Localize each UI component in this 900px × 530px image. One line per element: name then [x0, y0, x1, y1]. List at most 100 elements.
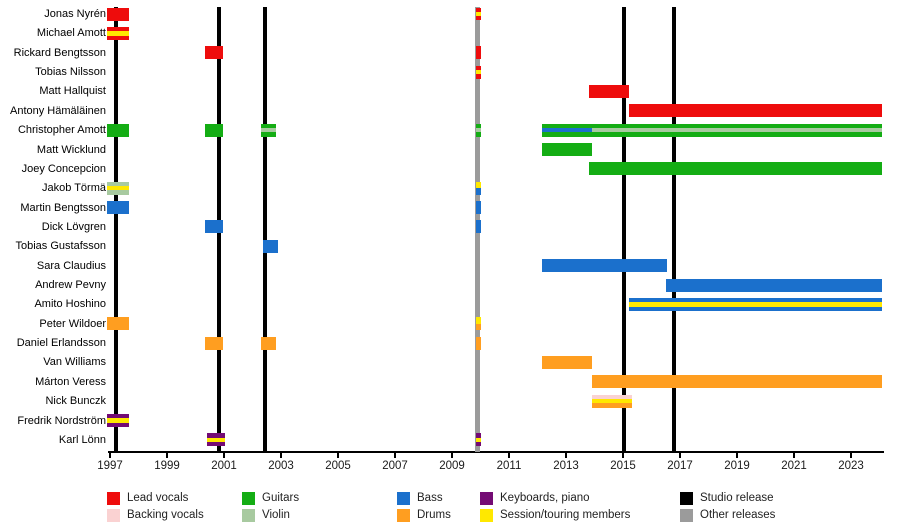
- violin-stripe: [106, 181, 130, 187]
- purple-stripe: [206, 433, 225, 438]
- tenure-bar: [475, 433, 481, 447]
- orange-stripe: [204, 336, 223, 350]
- tenure-bar: [475, 7, 481, 21]
- red-stripe: [106, 35, 130, 40]
- tenure-bar: [542, 123, 592, 137]
- x-axis-tick-label: 1999: [154, 460, 180, 472]
- studio-release-line: [263, 7, 268, 452]
- studio-release-line: [113, 7, 118, 452]
- orange-stripe: [475, 323, 481, 331]
- green-stripe: [542, 143, 592, 157]
- yellow-stripe: [475, 69, 481, 75]
- tenure-bar: [261, 123, 276, 137]
- x-axis-tick-label: 2023: [838, 460, 864, 472]
- x-axis-tick-label: 2019: [724, 460, 750, 472]
- green-stripe: [475, 123, 481, 128]
- legend-label: Drums: [417, 509, 451, 521]
- blue-stripe: [204, 220, 223, 234]
- legend-swatch-blue: [397, 492, 410, 505]
- tenure-bar: [204, 220, 223, 234]
- blue-stripe: [542, 259, 668, 273]
- member-label: Joey Concepcion: [21, 162, 106, 175]
- tenure-bar: [204, 46, 223, 60]
- tenure-bar: [204, 336, 223, 350]
- blue-stripe: [106, 201, 130, 215]
- yellow-stripe: [475, 181, 481, 189]
- tenure-bar: [106, 414, 130, 428]
- member-label: Karl Lönn: [58, 433, 106, 446]
- tenure-bar: [628, 297, 883, 311]
- tenure-bar: [475, 201, 481, 215]
- blue-stripe: [665, 278, 883, 292]
- yellow-stripe: [475, 11, 481, 17]
- member-label: Van Williams: [43, 356, 106, 369]
- legend-item: Backing vocals: [107, 509, 204, 522]
- legend-swatch-black: [680, 492, 693, 505]
- legend-item: Other releases: [680, 509, 775, 522]
- blue-stripe: [475, 201, 481, 215]
- green-stripe: [204, 123, 223, 137]
- x-axis-tick: [565, 453, 567, 458]
- x-axis-tick-label: 2017: [667, 460, 693, 472]
- x-axis-tick-label: 2011: [496, 460, 522, 472]
- legend-label: Backing vocals: [127, 509, 204, 521]
- legend-item: Lead vocals: [107, 492, 188, 505]
- yellow-stripe: [628, 302, 883, 307]
- tenure-bar: [591, 394, 632, 408]
- legend-swatch-red: [107, 492, 120, 505]
- yellow-stripe: [591, 399, 632, 404]
- x-axis-tick-label: 2021: [781, 460, 807, 472]
- yellow-stripe: [475, 317, 481, 324]
- legend-swatch-purple: [480, 492, 493, 505]
- x-axis-tick-label: 2005: [325, 460, 351, 472]
- x-axis-tick: [736, 453, 738, 458]
- legend-swatch-gray: [680, 509, 693, 522]
- legend-swatch-pink: [107, 509, 120, 522]
- purple-stripe: [475, 442, 481, 447]
- member-label: Antony Hämäläinen: [9, 104, 106, 117]
- green-stripe: [542, 123, 592, 128]
- x-axis-tick: [451, 453, 453, 458]
- legend-label: Studio release: [700, 492, 774, 504]
- legend-item: Studio release: [680, 492, 774, 505]
- blue-stripe: [262, 239, 278, 253]
- legend-item: Session/touring members: [480, 509, 630, 522]
- member-label: Sara Claudius: [36, 259, 106, 272]
- legend-label: Lead vocals: [127, 492, 189, 504]
- x-axis-tick-label: 2003: [268, 460, 294, 472]
- tenure-bar: [589, 162, 883, 176]
- legend-swatch-yellow: [480, 509, 493, 522]
- green-stripe: [589, 162, 883, 176]
- red-stripe: [475, 16, 481, 21]
- member-label: Tobias Nilsson: [35, 66, 106, 79]
- tenure-bar: [261, 336, 276, 350]
- legend-item: Violin: [242, 509, 290, 522]
- red-stripe: [475, 65, 481, 70]
- tenure-bar: [628, 104, 883, 118]
- green-stripe: [591, 123, 883, 128]
- member-label: Andrew Pevny: [35, 279, 106, 292]
- blue-stripe: [542, 127, 592, 133]
- legend-label: Violin: [262, 509, 290, 521]
- x-axis-tick: [394, 453, 396, 458]
- purple-stripe: [475, 433, 481, 438]
- legend-swatch-orange: [397, 509, 410, 522]
- x-axis-line: [108, 451, 884, 453]
- green-stripe: [591, 132, 883, 137]
- member-label: Daniel Erlandsson: [16, 337, 106, 350]
- tenure-bar: [475, 65, 481, 79]
- tenure-bar: [106, 123, 130, 137]
- member-label: Christopher Amott: [17, 124, 106, 137]
- tenure-bar: [475, 181, 481, 195]
- member-label: Martin Bengtsson: [20, 201, 106, 214]
- tenure-bar: [204, 123, 223, 137]
- green-stripe: [542, 132, 592, 137]
- x-axis-tick-label: 1997: [97, 460, 123, 472]
- blue-stripe: [475, 188, 481, 195]
- red-stripe: [204, 46, 223, 60]
- tenure-bar: [106, 181, 130, 195]
- member-label: Nick Bunczk: [45, 395, 106, 408]
- x-axis-tick: [793, 453, 795, 458]
